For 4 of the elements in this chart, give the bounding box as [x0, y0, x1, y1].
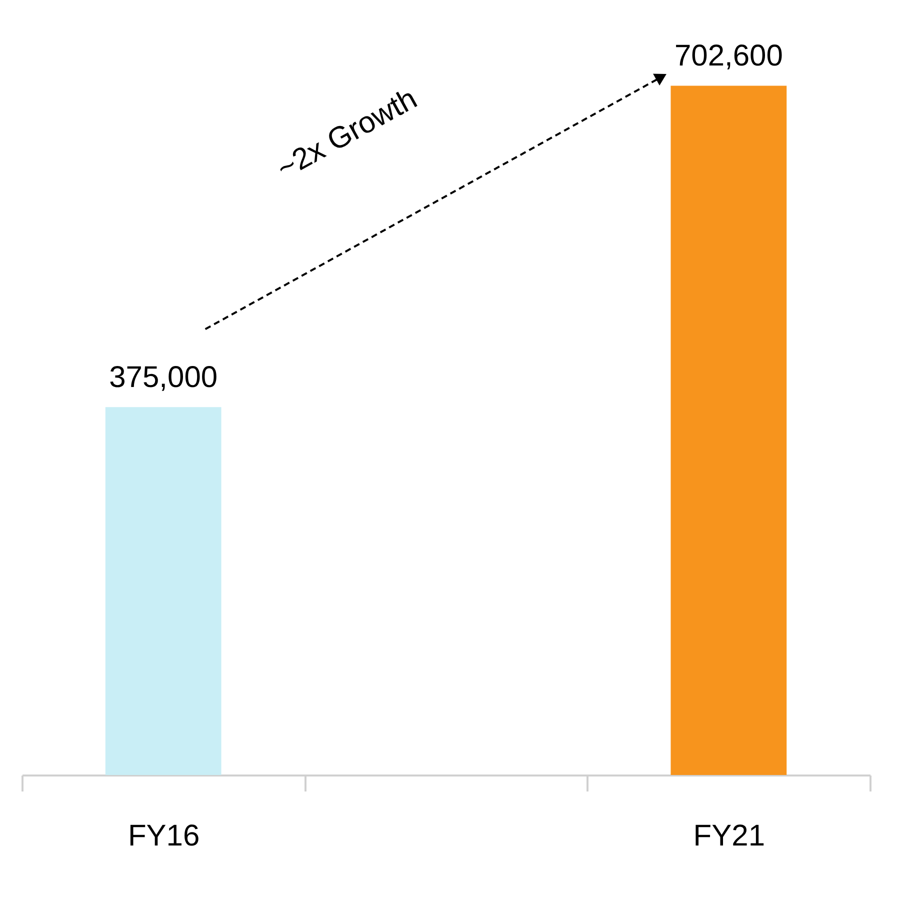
x-tick-label: FY16	[128, 820, 200, 852]
data-label: 375,000	[109, 361, 218, 394]
x-tick-label: FY21	[693, 820, 766, 852]
data-label: 702,600	[674, 40, 783, 73]
